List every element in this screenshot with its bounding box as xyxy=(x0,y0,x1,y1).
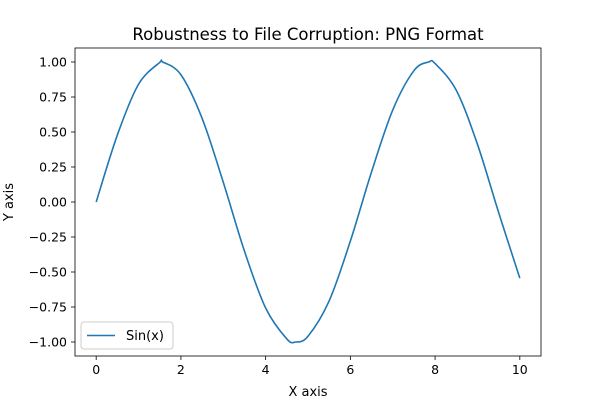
y-axis-ticks: −1.00 −0.75 −0.50 −0.25 0.00 0.25 0.50 0.75 1.00 xyxy=(29,55,75,350)
x-tick-label: 2 xyxy=(177,362,185,377)
y-tick-label: −0.75 xyxy=(29,300,67,315)
plot-frame xyxy=(74,47,542,357)
y-tick-label: 0.00 xyxy=(39,195,67,210)
x-axis-title: X axis xyxy=(288,385,327,400)
y-tick-label: −1.00 xyxy=(29,335,67,350)
y-tick-label: −0.25 xyxy=(29,230,67,245)
y-axis-title: Y axis xyxy=(2,183,17,222)
x-tick-label: 8 xyxy=(431,362,439,377)
chart-title: Robustness to File Corruption: PNG Forma… xyxy=(132,25,484,44)
x-tick-label: 0 xyxy=(92,362,100,377)
legend-label-sin: Sin(x) xyxy=(126,329,164,344)
legend-box xyxy=(80,321,174,350)
x-axis-ticks: 0 2 4 6 8 10 xyxy=(92,356,528,377)
y-tick-label: 0.75 xyxy=(39,90,67,105)
x-tick-label: 6 xyxy=(346,362,354,377)
y-tick-label: 0.25 xyxy=(39,160,67,175)
series-line-sin xyxy=(95,59,521,344)
x-tick-label: 10 xyxy=(512,362,528,377)
legend: Sin(x) xyxy=(80,321,174,350)
x-tick-label: 4 xyxy=(262,362,270,377)
y-tick-label: 1.00 xyxy=(39,55,67,70)
plot-area xyxy=(74,47,542,357)
y-tick-label: −0.50 xyxy=(29,265,67,280)
y-tick-label: 0.50 xyxy=(39,125,67,140)
series-layer xyxy=(95,59,521,344)
